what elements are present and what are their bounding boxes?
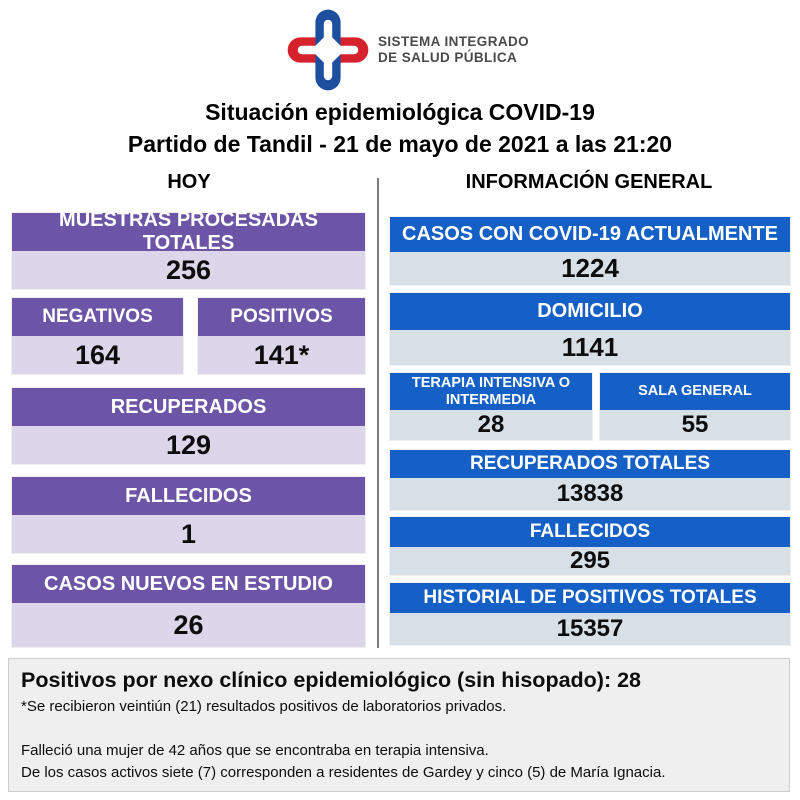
stat-label: TERAPIA INTENSIVA O INTERMEDIA — [390, 373, 592, 410]
stat-value: 26 — [12, 603, 365, 647]
stat-label: MUESTRAS PROCESADAS TOTALES — [12, 209, 365, 254]
stat-card-casos-actuales: CASOS CON COVID-19 ACTUALMENTE 1224 — [390, 217, 790, 285]
stat-label: POSITIVOS — [198, 298, 365, 336]
stat-value: 13838 — [390, 478, 790, 510]
stat-value: 129 — [12, 426, 365, 464]
stat-label: CASOS NUEVOS EN ESTUDIO — [12, 565, 365, 603]
report-title-line1: Situación epidemiológica COVID-19 — [205, 99, 595, 125]
stat-value: 1 — [12, 515, 365, 553]
column-heading-hoy: HOY — [167, 171, 211, 193]
stat-card-sala-general: SALA GENERAL 55 — [600, 373, 790, 440]
org-name-line1: SISTEMA INTEGRADO — [378, 34, 530, 49]
stat-card-terapia-intensiva: TERAPIA INTENSIVA O INTERMEDIA 28 — [390, 373, 592, 440]
stat-card-positivos-hoy: POSITIVOS 141* — [198, 298, 365, 374]
stat-value: 295 — [390, 547, 790, 575]
org-logo: SISTEMA INTEGRADO DE SALUD PÚBLICA — [286, 8, 529, 92]
stat-label: FALLECIDOS — [12, 477, 365, 515]
stat-card-historial-positivos: HISTORIAL DE POSITIVOS TOTALES 15357 — [390, 583, 790, 645]
org-name-line2: DE SALUD PÚBLICA — [378, 50, 518, 65]
stat-label: CASOS CON COVID-19 ACTUALMENTE — [390, 217, 790, 252]
stat-card-negativos-hoy: NEGATIVOS 164 — [12, 298, 183, 374]
report-title: Situación epidemiológica COVID-19 Partid… — [0, 96, 800, 160]
stat-card-casos-nuevos-en-estudio: CASOS NUEVOS EN ESTUDIO 26 — [12, 565, 365, 647]
footer-headline: Positivos por nexo clínico epidemiológic… — [21, 668, 642, 692]
footer-note-death: Falleció una mujer de 42 años que se enc… — [21, 742, 489, 759]
footer-note-localities: De los casos activos siete (7) correspon… — [21, 764, 666, 781]
stat-label: RECUPERADOS — [12, 388, 365, 426]
column-heading-informacion-general: INFORMACIÓN GENERAL — [465, 171, 713, 193]
stat-label: RECUPERADOS TOTALES — [390, 450, 790, 478]
stat-label: NEGATIVOS — [12, 298, 183, 336]
stat-label: SALA GENERAL — [600, 373, 790, 410]
health-cross-logo-icon — [287, 9, 369, 91]
column-divider — [377, 178, 379, 648]
footer-note-private-labs: *Se recibieron veintiún (21) resultados … — [21, 698, 507, 715]
stat-value: 256 — [12, 251, 365, 289]
org-name: SISTEMA INTEGRADO DE SALUD PÚBLICA — [378, 34, 529, 66]
report-title-line2: Partido de Tandil - 21 de mayo de 2021 a… — [127, 131, 673, 157]
footer-notes-panel: Positivos por nexo clínico epidemiológic… — [8, 658, 790, 792]
stat-card-muestras-procesadas: MUESTRAS PROCESADAS TOTALES 256 — [12, 209, 365, 289]
stat-label: FALLECIDOS — [390, 517, 790, 547]
stat-value: 15357 — [390, 613, 790, 645]
stat-card-domicilio: DOMICILIO 1141 — [390, 293, 790, 365]
stat-card-fallecidos-hoy: FALLECIDOS 1 — [12, 477, 365, 553]
stat-card-recuperados-hoy: RECUPERADOS 129 — [12, 388, 365, 464]
stat-label: DOMICILIO — [390, 293, 790, 330]
stat-value: 164 — [12, 336, 183, 374]
stat-value: 141* — [198, 336, 365, 374]
stat-value: 1224 — [390, 252, 790, 285]
stat-value: 55 — [600, 410, 790, 440]
stat-card-recuperados-totales: RECUPERADOS TOTALES 13838 — [390, 450, 790, 510]
stat-value: 1141 — [390, 330, 790, 365]
stat-label: HISTORIAL DE POSITIVOS TOTALES — [390, 583, 790, 613]
stat-value: 28 — [390, 410, 592, 440]
stat-card-fallecidos-totales: FALLECIDOS 295 — [390, 517, 790, 575]
